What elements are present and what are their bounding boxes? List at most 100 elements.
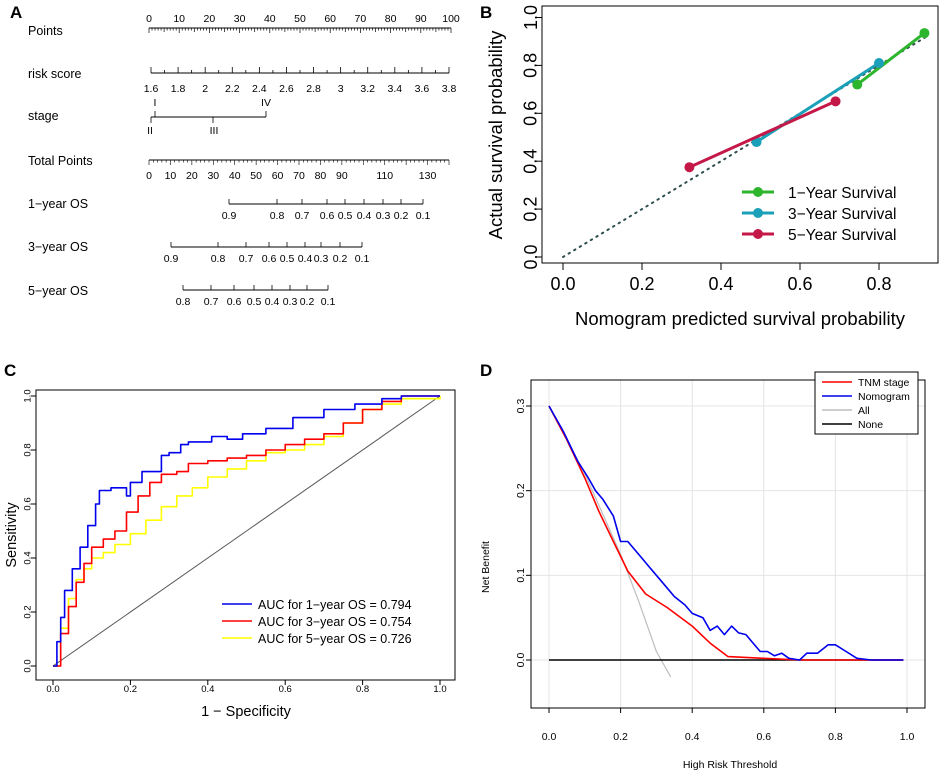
total-points-tick-label: 20	[186, 170, 198, 182]
decision-curve	[548, 405, 904, 661]
x-tick-label: 0.4	[685, 731, 700, 743]
os1-tick-label: 0.5	[338, 210, 353, 222]
os1-tick-label: 0.6	[320, 210, 335, 222]
os3-tick-label: 0.4	[298, 253, 313, 265]
os3-tick-label: 0.3	[314, 253, 329, 265]
total-points-tick-label: 70	[293, 170, 305, 182]
risk-score-tick-label: 3	[338, 83, 344, 95]
os5-tick-label: 0.5	[247, 296, 262, 308]
nomogram-panel: Points risk score stage Total Points 1−year …	[28, 13, 460, 308]
roc-panel: 0.0 0.2 0.4 0.6 0.8 1.0 0.0 0.2 0.4 0.6 0.8 1.0 1 − …	[4, 389, 456, 720]
points-tick-label: 60	[324, 13, 336, 25]
points-tick-label: 10	[173, 13, 185, 25]
nomogram-row-label: Points	[28, 24, 63, 38]
panel-label-c: C	[4, 361, 16, 380]
risk-score-tick-label: 2.4	[252, 83, 267, 95]
y-tick-label: 0.0	[515, 653, 527, 668]
y-axis-title: Actual survival probability	[485, 30, 506, 239]
os3-tick-label: 0.8	[211, 253, 226, 265]
points-tick-label: 100	[442, 13, 460, 25]
calibration-plot-frame	[541, 5, 939, 264]
panel-label-d: D	[480, 361, 492, 380]
legend-entry: AUC for 5−year OS = 0.726	[258, 632, 412, 646]
x-tick-label: 0.8	[356, 684, 369, 695]
roc-curve	[53, 395, 440, 667]
legend-box	[217, 590, 435, 660]
stage-tick-label: I	[154, 97, 157, 109]
os1-tick-label: 0.9	[222, 210, 237, 222]
legend-swatch-point	[753, 208, 763, 218]
risk-score-tick-label: 3.6	[415, 83, 430, 95]
y-tick-label: 0.2	[515, 483, 527, 498]
calibration-point	[684, 162, 695, 173]
y-axis-title: Sensitivity	[4, 502, 20, 568]
total-points-tick-label: 40	[229, 170, 241, 182]
x-tick-label: 0.2	[629, 274, 654, 294]
nomogram-row-label: 5−year OS	[28, 284, 88, 298]
os1-tick-label: 0.1	[416, 210, 431, 222]
os3-tick-label: 0.1	[355, 253, 370, 265]
risk-score-tick-label: 3.4	[388, 83, 403, 95]
nomogram-row-label: 3−year OS	[28, 240, 88, 254]
x-axis-title: 1 − Specificity	[201, 704, 292, 720]
nomogram-row-label: risk score	[28, 67, 82, 81]
legend-entry: Nomogram	[858, 391, 910, 403]
os3-tick-label: 0.5	[280, 253, 295, 265]
total-points-tick-label: 110	[376, 170, 393, 182]
y-tick-label: 0.2	[521, 197, 541, 222]
total-points-tick-label: 30	[207, 170, 219, 182]
x-tick-label: 0.4	[201, 684, 214, 695]
risk-score-tick-label: 2.2	[225, 83, 240, 95]
os3-tick-label: 0.7	[239, 253, 254, 265]
legend-entry: AUC for 3−year OS = 0.754	[258, 615, 412, 629]
points-tick-label: 90	[415, 13, 427, 25]
nomogram-row-label: 1−year OS	[28, 197, 88, 211]
x-tick-label: 1.0	[433, 684, 446, 695]
decision-curve-panel: 0.0 0.2 0.4 0.6 0.8 1.0 0.0 0.1 0.2 0.3 High Risk …	[480, 371, 926, 771]
legend-swatch-point	[753, 187, 763, 197]
legend-swatch-point	[753, 229, 763, 239]
risk-score-tick-label: 2.8	[306, 83, 321, 95]
x-tick-label: 0.6	[787, 274, 812, 294]
stage-tick-label: III	[210, 125, 219, 137]
roc-curve	[53, 395, 440, 667]
calibration-series-line	[688, 99, 837, 169]
x-tick-label: 0.6	[279, 684, 292, 695]
panel-label-a: A	[10, 3, 22, 22]
total-points-tick-label: 90	[336, 170, 348, 182]
risk-score-tick-label: 1.6	[144, 83, 159, 95]
x-tick-label: 0.0	[542, 731, 557, 743]
panel-label-b: B	[480, 3, 492, 22]
x-tick-label: 0.2	[613, 731, 628, 743]
os1-tick-label: 0.4	[357, 210, 372, 222]
y-tick-label: 0.3	[515, 399, 527, 414]
total-points-tick-label: 130	[419, 170, 437, 182]
calibration-series-line	[856, 31, 926, 86]
y-tick-label: 0.6	[521, 101, 541, 126]
legend-entry: TNM stage	[858, 377, 910, 389]
decision-curve	[548, 405, 672, 678]
risk-score-tick-label: 2	[202, 83, 208, 95]
stage-tick-label: IV	[261, 97, 271, 109]
os5-tick-label: 0.6	[227, 296, 242, 308]
points-tick-label: 80	[385, 13, 397, 25]
os5-tick-label: 0.3	[283, 296, 298, 308]
risk-score-tick-label: 3.2	[360, 83, 375, 95]
x-tick-label: 0.2	[124, 684, 137, 695]
points-tick-label: 30	[234, 13, 246, 25]
x-tick-label: 0.0	[46, 684, 59, 695]
os1-tick-label: 0.3	[376, 210, 391, 222]
x-tick-label: 0.8	[866, 274, 891, 294]
risk-score-tick-label: 1.8	[171, 83, 186, 95]
decision-plot-frame	[530, 379, 926, 709]
legend-entry: All	[858, 405, 870, 417]
os5-tick-label: 0.2	[300, 296, 315, 308]
os3-tick-label: 0.9	[164, 253, 179, 265]
points-tick-label: 0	[146, 13, 152, 25]
y-tick-label: 0.8	[23, 443, 34, 456]
total-points-tick-label: 10	[165, 170, 177, 182]
y-tick-label: 0.0	[23, 659, 34, 672]
os1-tick-label: 0.8	[270, 210, 285, 222]
calibration-panel: 0.0 0.2 0.4 0.6 0.8 0.0 0.2 0.4 0.6 0.8 1.0 Nomogra…	[485, 5, 939, 329]
legend-entry: AUC for 1−year OS = 0.794	[258, 598, 412, 612]
